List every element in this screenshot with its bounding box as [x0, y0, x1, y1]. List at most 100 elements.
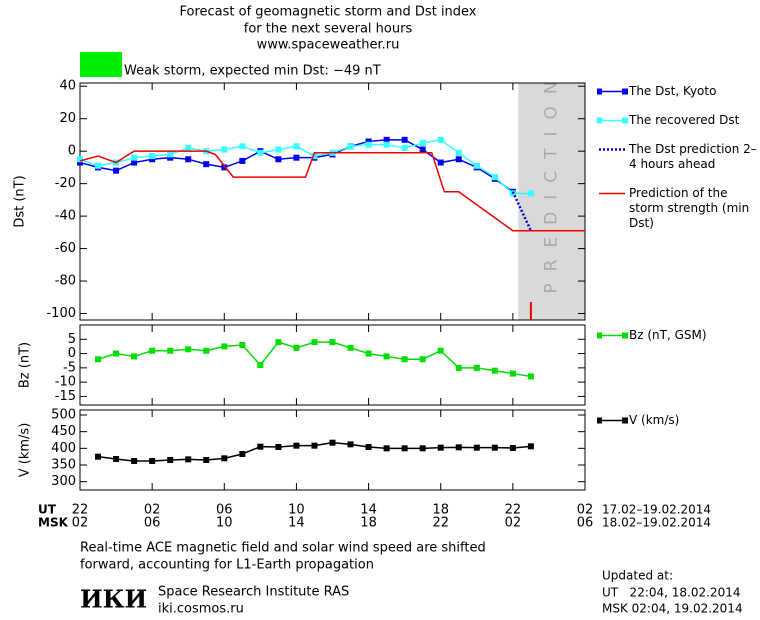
- point: [167, 347, 174, 354]
- legend-marker: [597, 117, 602, 124]
- updated: Updated at:: [602, 569, 673, 583]
- x-tick-label: 22: [432, 516, 449, 531]
- point: [275, 156, 282, 163]
- x-tick-label: 02: [72, 516, 89, 531]
- point: [455, 444, 462, 451]
- legend-swatch: [599, 192, 625, 195]
- point: [95, 453, 102, 460]
- point: [131, 154, 138, 161]
- x-tick-label: 14: [360, 503, 377, 518]
- point: [293, 442, 300, 449]
- y-tick-label: -20: [55, 176, 76, 191]
- y-tick-label: 20: [59, 111, 76, 126]
- x-tick-label: 06: [577, 516, 594, 531]
- point: [401, 136, 408, 143]
- y-axis-title: Bz (nT): [18, 342, 33, 388]
- point: [401, 144, 408, 151]
- title: Forecast of geomagnetic storm and Dst in…: [179, 5, 476, 20]
- point: [383, 445, 390, 452]
- legend-marker: [622, 332, 628, 339]
- legend-marker: [597, 417, 602, 424]
- institute: Space Research Institute RAS: [158, 585, 349, 600]
- x-tick-label: 18: [360, 516, 377, 531]
- y-tick-label: 0: [68, 346, 76, 361]
- axis-row-name: MSK: [38, 516, 69, 530]
- updated: MSK 02:04, 19.02.2014: [602, 602, 743, 616]
- y-tick-label: 5: [68, 332, 76, 347]
- legend-swatch: [597, 332, 628, 339]
- point: [203, 161, 210, 168]
- point: [185, 346, 192, 353]
- y-axis-title: V (km/s): [18, 423, 33, 478]
- updated: UT 22:04, 18.02.2014: [602, 586, 740, 600]
- point: [473, 364, 480, 371]
- panel-frame: [79, 409, 586, 491]
- point: [185, 456, 192, 463]
- legend-label: The Dst prediction 2–4 hours ahead: [629, 142, 757, 171]
- title: for the next several hours: [244, 22, 413, 37]
- legend-label: Prediction of the storm strength (min Ds…: [629, 186, 750, 230]
- y-tick-label: 0: [68, 144, 76, 159]
- legend-label: The Dst, Kyoto: [629, 84, 717, 98]
- logo: ИКИ: [80, 585, 147, 614]
- panel-frame: [79, 324, 586, 406]
- point: [383, 353, 390, 360]
- axis-row-name: UT: [38, 503, 57, 517]
- point: [257, 149, 264, 156]
- y-tick-label: -5: [63, 360, 76, 375]
- x-tick-label: 18: [432, 503, 449, 518]
- point: [491, 367, 498, 374]
- x-tick-label: 10: [288, 503, 305, 518]
- point: [221, 146, 228, 153]
- legend-label: Bz (nT, GSM): [629, 328, 707, 342]
- point: [347, 441, 354, 448]
- point: [275, 146, 282, 153]
- x-tick-label: 02: [577, 503, 594, 518]
- legend-entry: The Dst prediction 2–4 hours ahead: [597, 142, 757, 172]
- point: [329, 339, 336, 346]
- prediction-label: PREDICTION: [542, 69, 562, 293]
- y-tick-label: 300: [51, 474, 76, 489]
- series-line: [79, 139, 531, 195]
- point: [275, 339, 282, 346]
- point: [509, 370, 516, 377]
- legend-entry: Prediction of the storm strength (min Ds…: [597, 186, 757, 231]
- point: [185, 144, 192, 151]
- legend-swatch: [599, 148, 625, 151]
- point: [437, 347, 444, 354]
- legend-entry: V (km/s): [597, 413, 757, 428]
- point: [365, 350, 372, 357]
- point: [149, 156, 156, 163]
- x-tick-label: 22: [505, 503, 522, 518]
- x-tick-label: 02: [144, 503, 161, 518]
- point: [509, 445, 516, 451]
- storm-swatch: [80, 52, 122, 77]
- y-tick-label: 450: [51, 424, 76, 439]
- point: [383, 141, 390, 148]
- point: [419, 146, 426, 153]
- point: [275, 444, 282, 450]
- x-tick-label: 10: [216, 516, 233, 531]
- legend-entry: The recovered Dst: [597, 113, 757, 128]
- point: [455, 149, 462, 156]
- y-tick-label: 40: [59, 79, 76, 94]
- point: [437, 444, 444, 451]
- point: [419, 140, 426, 147]
- point: [239, 143, 246, 150]
- legend-marker: [597, 332, 602, 339]
- point: [455, 364, 462, 371]
- storm-label: Weak storm, expected min Dst: −49 nT: [124, 64, 381, 79]
- point: [221, 343, 228, 350]
- y-tick-label: -15: [55, 389, 76, 404]
- y-tick-label: 400: [51, 441, 76, 456]
- legend-marker: [622, 417, 628, 424]
- y-axis-title: Dst (nT): [13, 175, 28, 227]
- point: [113, 456, 120, 462]
- point: [149, 153, 156, 160]
- point: [221, 164, 228, 171]
- legend-swatch: [597, 117, 628, 124]
- y-tick-label: -10: [55, 375, 76, 390]
- point: [311, 153, 318, 160]
- point: [365, 141, 372, 148]
- point: [311, 339, 318, 346]
